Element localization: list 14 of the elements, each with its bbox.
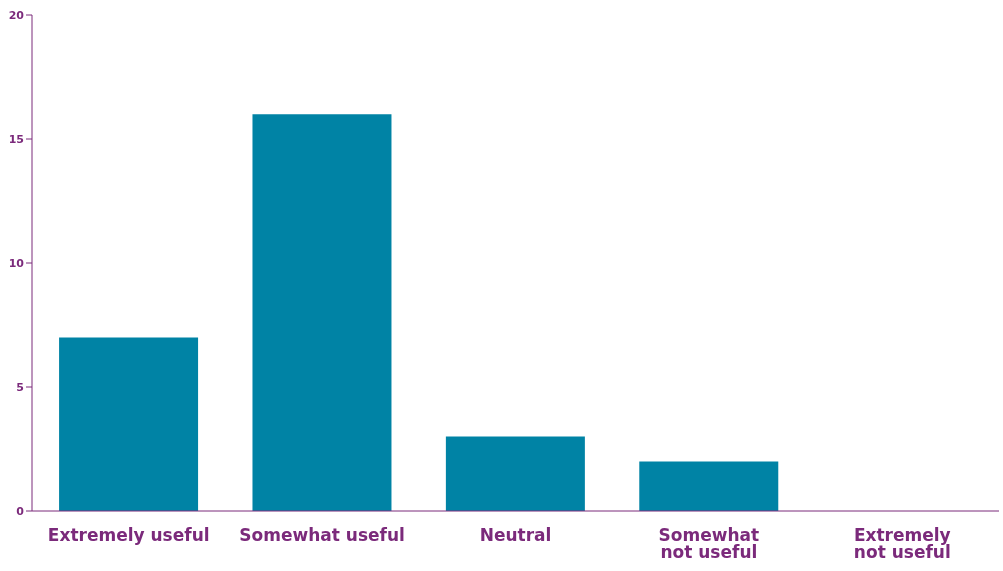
x-tick-label: Extremely useful [47,525,210,545]
bar [445,436,585,511]
x-tick-label: Somewhat useful [239,525,405,545]
y-tick-label: 20 [8,8,25,22]
bar [59,337,199,511]
y-tick-label: 15 [8,132,24,146]
y-tick-label: 5 [16,380,24,394]
bar [639,461,779,511]
x-tick-label: Extremely not useful [853,525,951,562]
x-tick-label: Somewhat not useful [658,525,760,562]
x-tick-label: Neutral [479,525,552,545]
y-tick-label: 0 [16,504,25,518]
y-tick-label: 10 [8,256,25,270]
bar [252,114,392,511]
